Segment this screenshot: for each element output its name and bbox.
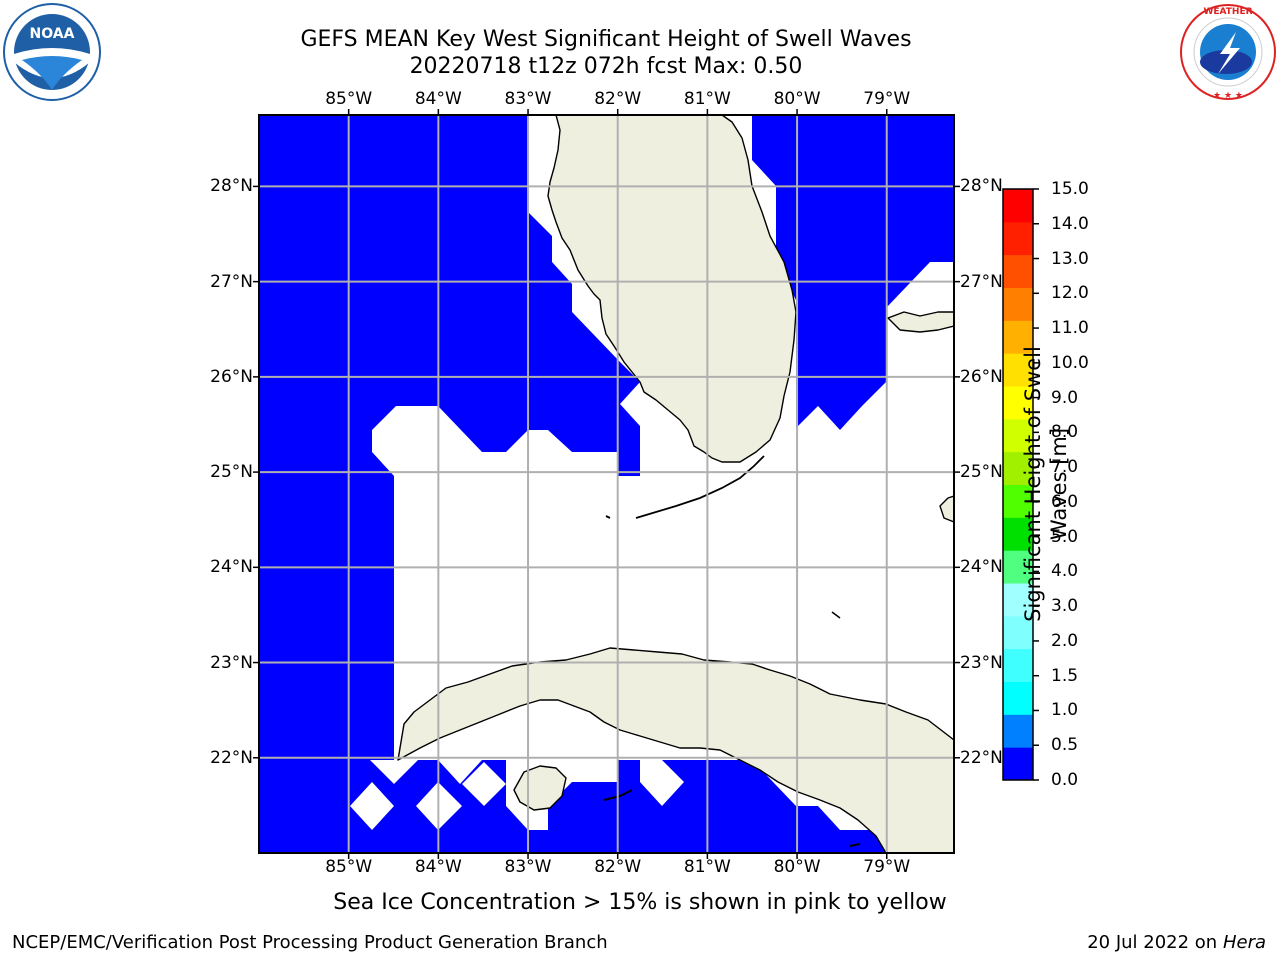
colorbar-swatch: [1003, 550, 1033, 584]
colorbar-tick-label: 3.0: [1051, 596, 1079, 617]
colorbar-frame: [1002, 188, 1034, 781]
colorbar-label: Significant Height of Swell Waves [m]: [1021, 346, 1071, 622]
land-florida: [547, 115, 797, 463]
lon-tick-label-bottom: 83°W: [504, 857, 552, 877]
lon-tick-label-bottom: 84°W: [414, 857, 462, 877]
colorbar-swatch: [1003, 287, 1033, 321]
chart-subtitle: 20220718 t12z 072h fcst Max: 0.50: [409, 54, 803, 79]
lon-tick-label-top: 80°W: [773, 89, 821, 109]
wave-region-sw: [259, 760, 886, 853]
footer-branch: NCEP/EMC/Verification Post Processing Pr…: [12, 932, 608, 953]
colorbar-swatch: [1003, 648, 1033, 682]
gridlines: [259, 115, 954, 853]
lat-tick-label-right: 26°N: [960, 366, 1003, 387]
colorbar-swatch: [1003, 320, 1033, 354]
lat-tick-label-right: 27°N: [960, 271, 1003, 292]
lat-tick-label-left: 23°N: [210, 652, 253, 673]
nws-logo: WEATHER ★ ★ ★: [1180, 4, 1276, 101]
wave-region-gulf: [259, 115, 640, 760]
lat-tick-label-right: 22°N: [960, 747, 1003, 768]
colorbar-tick-label: 12.0: [1051, 283, 1089, 304]
lat-tick-label-right: 28°N: [960, 176, 1003, 197]
colorbar-tick-label: 6.0: [1051, 491, 1079, 512]
land-andros: [939, 495, 954, 523]
colorbar-tick-label: 15.0: [1051, 179, 1089, 199]
colorbar-tick-label: 10.0: [1051, 352, 1089, 373]
lat-tick-label-left: 27°N: [210, 271, 253, 292]
noaa-logo: NOAA: [3, 3, 101, 101]
lon-tick-label-top: 81°W: [683, 89, 731, 109]
florida-keys: [635, 455, 765, 519]
footer-date: 20 Jul 2022 on Hera: [1087, 932, 1266, 953]
colorbar-swatch: [1003, 254, 1033, 288]
colorbar-tick-label: 5.0: [1051, 526, 1079, 547]
colorbar-tick-label: 11.0: [1051, 318, 1089, 339]
colorbar: [1002, 188, 1039, 781]
colorbar-swatch: [1003, 386, 1033, 420]
land-bahamas-grand: [887, 311, 954, 333]
lon-tick-label-bottom: 85°W: [325, 857, 373, 877]
lat-tick-label-left: 24°N: [210, 557, 253, 578]
lon-tick-label-bottom: 81°W: [683, 857, 731, 877]
colorbar-tick-label: 14.0: [1051, 213, 1089, 234]
lat-tick-label-left: 25°N: [210, 462, 253, 483]
lon-tick-label-top: 83°W: [504, 89, 552, 109]
colorbar-tick-label: 2.0: [1051, 630, 1079, 651]
colorbar-tick-label: 7.0: [1051, 457, 1079, 478]
lat-tick-label-right: 23°N: [960, 652, 1003, 673]
svg-text:★ ★ ★: ★ ★ ★: [1213, 91, 1243, 101]
colorbar-swatch: [1003, 221, 1033, 256]
colorbar-tick-label: 0.5: [1051, 735, 1079, 756]
swell-height-field: [259, 115, 954, 853]
svg-text:WEATHER: WEATHER: [1203, 7, 1252, 17]
colorbar-swatch: [1003, 451, 1033, 485]
colorbar-swatch: [1003, 353, 1033, 387]
colorbar-swatch: [1003, 583, 1033, 617]
colorbar-swatch: [1003, 484, 1033, 518]
colorbar-swatch: [1003, 517, 1033, 551]
colorbar-swatch: [1003, 714, 1033, 748]
sea-ice-note: Sea Ice Concentration > 15% is shown in …: [333, 890, 947, 915]
colorbar-tick-label: 13.0: [1051, 248, 1089, 269]
lat-tick-label-right: 24°N: [960, 557, 1003, 578]
land: [397, 115, 954, 853]
land-isle-of-youth: [513, 765, 567, 811]
lat-tick-label-right: 25°N: [960, 462, 1003, 483]
wave-region-atlantic: [752, 115, 954, 430]
colorbar-tick-label: 8.0: [1051, 422, 1079, 443]
map-frame: [258, 114, 955, 854]
colorbar-swatch: [1003, 747, 1033, 781]
lon-tick-label-top: 79°W: [863, 89, 911, 109]
colorbar-swatch: [1003, 615, 1033, 650]
colorbar-swatch: [1003, 189, 1033, 223]
lat-tick-label-left: 26°N: [210, 366, 253, 387]
lon-tick-label-bottom: 80°W: [773, 857, 821, 877]
land-cuba: [397, 647, 954, 853]
colorbar-tick-label: 9.0: [1051, 387, 1079, 408]
colorbar-swatch: [1003, 418, 1033, 453]
lon-tick-label-bottom: 82°W: [594, 857, 642, 877]
svg-text:NOAA: NOAA: [30, 26, 75, 42]
lat-tick-label-left: 22°N: [210, 747, 253, 768]
colorbar-swatch: [1003, 681, 1033, 715]
lat-tick-label-left: 28°N: [210, 176, 253, 197]
colorbar-tick-label: 1.0: [1051, 700, 1079, 721]
lon-tick-label-bottom: 79°W: [863, 857, 911, 877]
lon-tick-label-top: 85°W: [325, 89, 373, 109]
colorbar-tick-label: 0.0: [1051, 770, 1079, 790]
lon-tick-label-top: 82°W: [594, 89, 642, 109]
lon-tick-label-top: 84°W: [414, 89, 462, 109]
colorbar-tick-label: 1.5: [1051, 665, 1079, 686]
colorbar-tick-label: 4.0: [1051, 561, 1079, 582]
chart-title: GEFS MEAN Key West Significant Height of…: [300, 27, 912, 52]
